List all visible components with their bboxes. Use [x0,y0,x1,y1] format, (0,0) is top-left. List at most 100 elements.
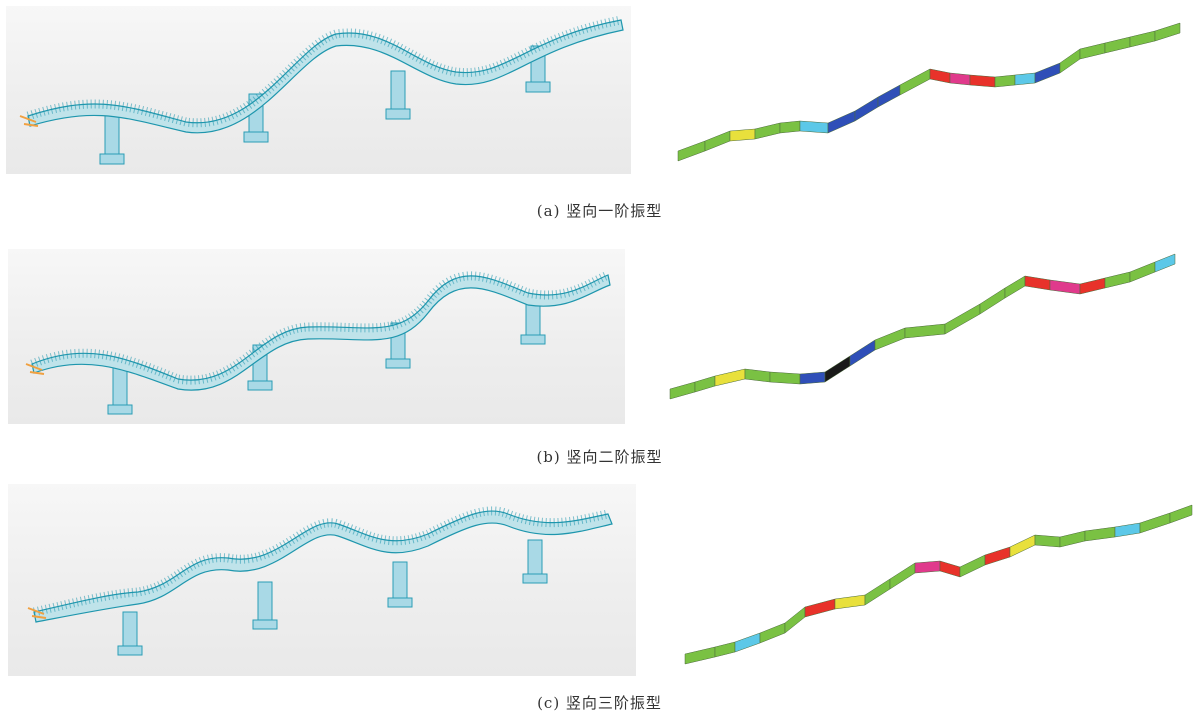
ribbon-segment [744,368,771,383]
ribbon-segment [799,371,826,385]
mode-shape-c [684,504,1193,665]
pier-4-footing [520,334,546,345]
ribbon-segment [1154,22,1181,42]
deck-band [33,510,613,623]
pier-3 [390,70,406,112]
bridge-model-b [25,270,611,415]
ribbon-segment [899,68,931,96]
pier-1-footing [99,153,125,165]
ribbon-segment [694,375,716,393]
bridge-model-c [27,506,613,656]
ribbon-segment [1169,504,1193,524]
ribbon-segment [1079,277,1106,295]
caption-mode-a: (a) 竖向一阶振型 [536,202,663,220]
ribbon-segment [779,120,801,134]
ribbon-segment [889,562,916,590]
fea-model-mode-a [6,6,631,174]
ribbon-segment [669,381,696,400]
ribbon-segment [1004,275,1026,299]
pier-3 [392,561,408,601]
bridge-model-a [19,15,624,165]
ribbon-segment [1084,526,1116,542]
ribbon-segment [684,646,716,665]
ribbon-segment [1049,279,1081,295]
ribbon-segment [854,96,879,122]
ribbon-segment [877,84,901,108]
ribbon-segment [1059,530,1086,548]
deck-band [31,274,611,391]
ribbon-segment [714,368,746,387]
fea-model-mode-b [8,249,625,424]
mode-shape-a [677,22,1181,162]
ribbon-segment [1024,275,1051,291]
ribbon-segment [759,622,786,644]
caption-mode-c: (c) 竖向三阶振型 [537,694,662,712]
ribbon-segment [827,110,856,134]
ribbon-segment [1059,48,1081,74]
abutment-marker [25,363,45,375]
ribbon-segment [1139,512,1171,534]
ribbon-segment [824,355,851,383]
pier-1 [122,611,138,649]
pier-2 [257,581,273,623]
deck-hatch [30,270,610,385]
ribbon-segment [969,74,996,88]
ribbon-segment [769,371,801,385]
ribbon-segment [929,68,951,84]
pier-1 [104,113,120,157]
ribbon-segment [784,606,806,634]
ribbon-segment [849,339,876,367]
pier-1-footing [117,645,143,656]
mode-shape-b [669,253,1176,400]
abutment-marker [19,115,39,127]
ribbon-segment [979,287,1006,315]
ribbon-segment [1114,522,1141,538]
ribbon-segment [1079,42,1106,60]
ribbon-segment [734,632,761,653]
deck-hatch [26,15,622,128]
ribbon-segment [994,74,1016,88]
ribbon-segment [944,303,981,335]
ribbon-segment [834,594,866,610]
ribbon-segment [864,578,891,606]
ribbon-segment [1009,534,1036,558]
pier-3-footing [385,108,411,120]
ribbon-segment [677,140,706,162]
pier-4-footing [522,573,548,584]
contour-plot-mode-c [660,484,1195,676]
pier-4 [527,539,543,577]
ribbon-segment [1034,62,1061,84]
pier-group [107,298,546,415]
ribbon-segment [1154,253,1176,273]
ribbon-segment [799,120,829,134]
ribbon-segment [1014,72,1036,86]
abutment-marker [27,607,47,619]
pier-1 [112,366,128,408]
ribbon-segment [754,122,781,140]
contour-plot-mode-a [660,6,1195,174]
ribbon-segment [914,560,941,574]
contour-plot-mode-b [660,249,1195,424]
ribbon-segment [804,598,836,618]
ribbon-segment [1104,271,1131,289]
ribbon-segment [1104,36,1131,54]
pier-group [99,45,551,165]
ribbon-segment [904,323,946,339]
pier-4-footing [525,81,551,93]
ribbon-segment [714,641,736,658]
ribbon-segment [1129,30,1156,48]
ribbon-segment [939,560,961,578]
ribbon-segment [874,327,906,351]
pier-group [117,539,548,656]
pier-2-footing [247,380,273,391]
caption-mode-b: (b) 竖向二阶振型 [536,448,663,466]
pier-2-footing [243,131,269,143]
ribbon-segment [704,130,731,152]
ribbon-segment [984,546,1011,566]
pier-1-footing [107,404,133,415]
ribbon-segment [729,128,756,142]
pier-2-footing [252,619,278,630]
pier-3-footing [385,358,411,369]
deck-band [27,19,624,134]
ribbon-segment [949,72,971,86]
